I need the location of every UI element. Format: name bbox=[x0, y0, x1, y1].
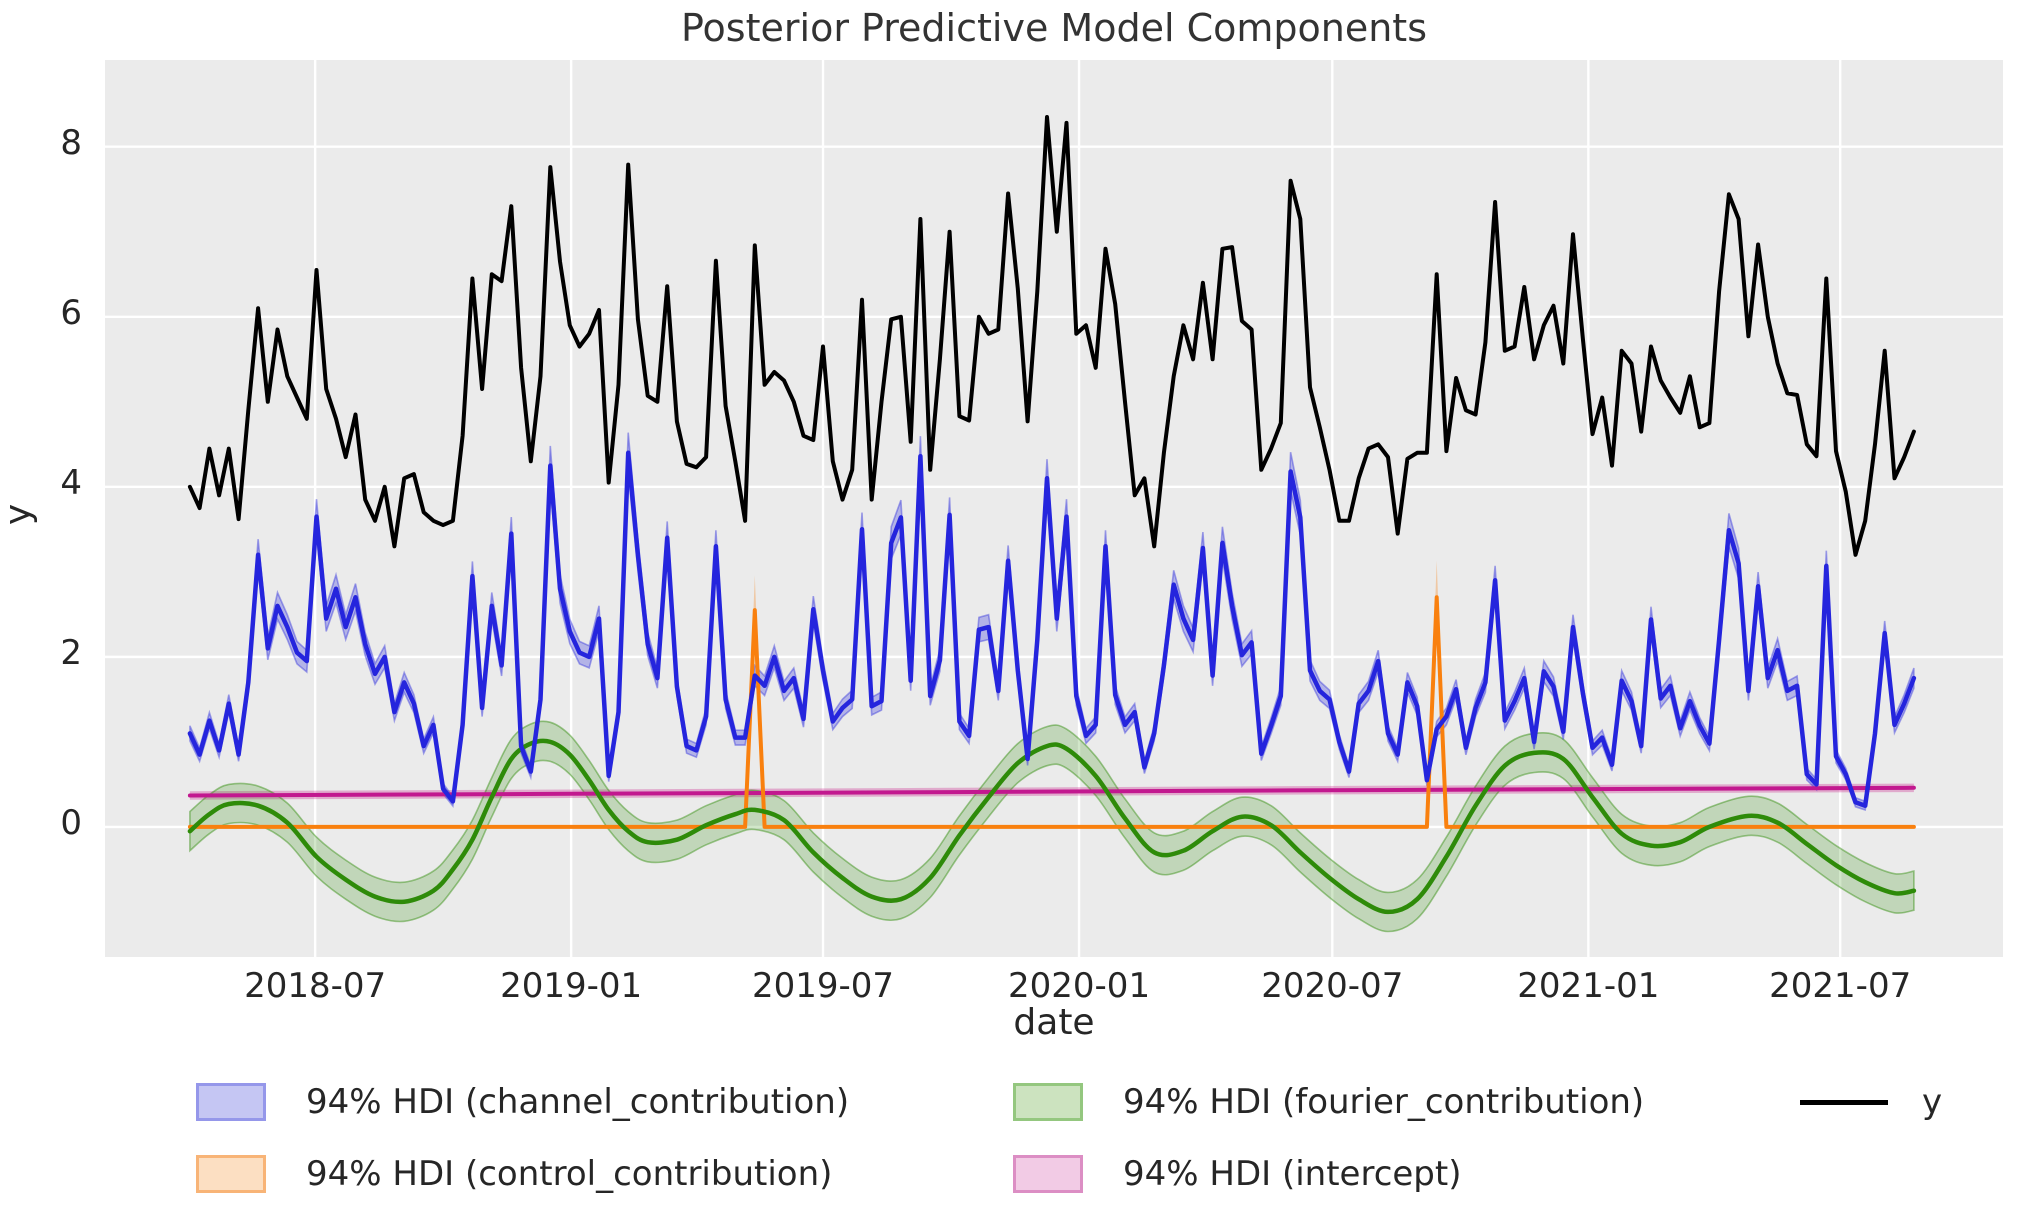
y-tick-label: 6 bbox=[60, 292, 82, 333]
plot-area bbox=[105, 60, 2003, 957]
legend-item: y bbox=[1800, 1076, 1942, 1128]
x-tick-label: 2019-01 bbox=[500, 966, 643, 1006]
hdi-band-fourier_contribution bbox=[189, 720, 1915, 933]
x-tick-label: 2020-01 bbox=[1008, 966, 1151, 1006]
y-tick-label: 2 bbox=[60, 632, 82, 673]
x-tick-label: 2020-07 bbox=[1261, 966, 1404, 1006]
legend-patch-icon bbox=[1013, 1083, 1083, 1121]
x-tick-label: 2021-01 bbox=[1517, 966, 1660, 1006]
y-tick-label: 0 bbox=[60, 802, 82, 843]
legend-item: 94% HDI (intercept) bbox=[1013, 1148, 1462, 1200]
legend-label: y bbox=[1922, 1082, 1943, 1122]
legend-item: 94% HDI (control_contribution) bbox=[196, 1148, 832, 1200]
series-line-fourier_contribution bbox=[187, 738, 1917, 915]
legend: 94% HDI (channel_contribution) 94% HDI (c… bbox=[0, 1062, 2023, 1223]
x-tick-label: 2021-07 bbox=[1769, 966, 1912, 1006]
legend-patch-icon bbox=[196, 1155, 266, 1193]
series-line-intercept bbox=[187, 785, 1916, 798]
legend-item: 94% HDI (fourier_contribution) bbox=[1013, 1076, 1644, 1128]
legend-item: 94% HDI (channel_contribution) bbox=[196, 1076, 849, 1128]
legend-line-icon bbox=[1800, 1099, 1888, 1105]
legend-patch-icon bbox=[196, 1083, 266, 1121]
chart-svg bbox=[105, 60, 2003, 957]
chart-title: Posterior Predictive Model Components bbox=[681, 6, 1427, 50]
series-line-y bbox=[187, 115, 1916, 557]
legend-label: 94% HDI (control_contribution) bbox=[306, 1154, 833, 1194]
x-tick-label: 2019-07 bbox=[751, 966, 895, 1006]
legend-patch-icon bbox=[1013, 1155, 1083, 1193]
legend-label: 94% HDI (fourier_contribution) bbox=[1123, 1082, 1645, 1122]
legend-label: 94% HDI (channel_contribution) bbox=[306, 1082, 850, 1122]
series-line-channel_contribution bbox=[187, 450, 1917, 808]
y-tick-label: 4 bbox=[60, 462, 82, 503]
y-tick-label: 8 bbox=[60, 122, 82, 163]
series-line-control_contribution bbox=[187, 595, 1916, 829]
x-axis-label: date bbox=[1013, 1002, 1095, 1043]
x-tick-label: 2018-07 bbox=[244, 966, 387, 1006]
legend-label: 94% HDI (intercept) bbox=[1123, 1154, 1462, 1194]
y-axis-label: y bbox=[0, 503, 39, 526]
